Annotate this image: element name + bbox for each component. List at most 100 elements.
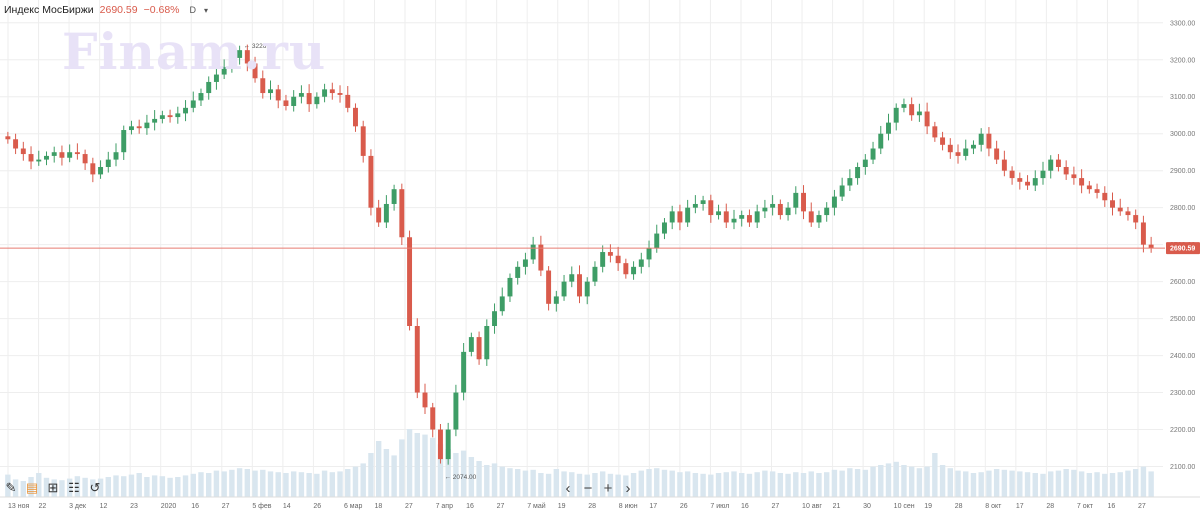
- candle-body: [963, 148, 969, 156]
- candle-body: [831, 196, 837, 208]
- volume-bar: [321, 470, 328, 497]
- volume-bar: [113, 475, 119, 497]
- x-tick-label: 26: [313, 503, 321, 510]
- volume-bar: [955, 470, 961, 497]
- y-tick-label: 2300.00: [1170, 390, 1195, 397]
- candle-body: [708, 200, 714, 216]
- instrument-title: Индекс МосБиржи: [4, 4, 94, 16]
- volume-bar: [12, 479, 19, 497]
- x-tick-label: 28: [1046, 503, 1054, 510]
- candle-body: [916, 111, 922, 116]
- volume-bar: [1024, 472, 1031, 497]
- volume-bar: [252, 470, 258, 497]
- volume-bar: [1055, 470, 1062, 497]
- candle-body: [970, 144, 976, 149]
- volume-bar: [916, 468, 923, 497]
- chevron-down-icon[interactable]: ▾: [204, 5, 209, 15]
- candle-body: [1117, 207, 1123, 212]
- x-tick-label: 6 мар: [344, 503, 363, 510]
- volume-bar: [978, 472, 984, 497]
- volume-bar: [97, 478, 104, 497]
- volume-bar: [870, 466, 876, 497]
- zoom-in-icon[interactable]: +: [603, 479, 613, 497]
- candle-body: [847, 178, 853, 186]
- volume-bar: [839, 470, 845, 497]
- pencil-icon[interactable]: ✎: [5, 480, 17, 495]
- candle-body: [329, 89, 335, 94]
- volume-bar: [422, 434, 428, 497]
- volume-bar: [275, 472, 281, 497]
- candle-body: [484, 326, 490, 360]
- candle-body: [59, 152, 65, 158]
- candle-body: [414, 326, 420, 393]
- x-tick-label: 10 авг: [802, 503, 822, 510]
- x-tick-label: 16: [466, 503, 474, 510]
- candle-body: [600, 252, 606, 267]
- candle-body: [90, 163, 96, 175]
- volume-bar: [337, 471, 343, 497]
- candle-body: [337, 93, 343, 95]
- candle-body: [453, 392, 459, 430]
- volume-bar: [777, 473, 784, 497]
- candle-body: [213, 74, 219, 82]
- volume-bar: [445, 449, 451, 497]
- candle-body: [947, 144, 953, 153]
- x-tick-label: 5 фев: [252, 503, 271, 510]
- volume-bar: [360, 463, 366, 497]
- reset-icon[interactable]: ↺: [89, 480, 101, 495]
- candle-body: [886, 122, 891, 134]
- candle-body: [808, 211, 814, 223]
- candle-body: [901, 104, 907, 108]
- volume-bar: [345, 469, 351, 497]
- volume-bar: [36, 473, 42, 497]
- volume-bar: [507, 468, 513, 497]
- settings-sliders-icon[interactable]: ☷: [68, 480, 80, 495]
- candle-body: [584, 281, 590, 297]
- x-tick-label: 17: [649, 503, 657, 510]
- volume-bar: [74, 476, 81, 497]
- interval-label[interactable]: D: [189, 5, 197, 15]
- candle-body: [275, 89, 281, 101]
- candle-body: [924, 111, 930, 127]
- volume-bar: [669, 470, 675, 497]
- candle-body: [1025, 181, 1031, 186]
- candle-body: [167, 115, 173, 118]
- candle-body: [28, 154, 34, 162]
- candle-body: [1102, 192, 1108, 201]
- volume-bar: [484, 465, 490, 497]
- candle-body: [1094, 189, 1100, 193]
- candle-body: [723, 211, 729, 223]
- x-tick-label: 16: [741, 503, 749, 510]
- chart-navigation: ‹ − + ›: [560, 479, 636, 497]
- volume-bar: [739, 473, 745, 497]
- candle-body: [368, 155, 374, 208]
- candle-body: [314, 96, 320, 105]
- candle-body: [461, 351, 467, 393]
- candle-body: [322, 89, 328, 97]
- scroll-left-icon[interactable]: ‹: [565, 479, 571, 497]
- candle-body: [1140, 222, 1146, 245]
- volume-bar: [136, 473, 142, 497]
- x-tick-label: 17: [1016, 503, 1024, 510]
- x-tick-label: 27: [405, 503, 413, 510]
- x-tick-label: 8 окт: [985, 503, 1002, 510]
- volume-bar: [414, 433, 420, 497]
- volume-bar: [314, 473, 320, 497]
- scroll-right-icon[interactable]: ›: [625, 479, 631, 497]
- volume-bar: [206, 473, 212, 497]
- y-tick-label: 2100.00: [1170, 464, 1195, 471]
- candle-body: [1125, 211, 1131, 216]
- candle-body: [1110, 200, 1115, 208]
- volume-bar: [607, 473, 614, 497]
- candle-body: [244, 50, 250, 64]
- candle-body: [530, 244, 536, 260]
- candle-body: [978, 133, 984, 145]
- volume-bar: [893, 461, 899, 497]
- template-icon[interactable]: ▤: [25, 480, 39, 495]
- add-indicator-icon[interactable]: ⊞: [47, 480, 59, 495]
- candle-body: [754, 211, 760, 223]
- zoom-out-icon[interactable]: −: [583, 479, 593, 497]
- volume-bar: [175, 477, 181, 497]
- x-tick-label: 18: [374, 503, 382, 510]
